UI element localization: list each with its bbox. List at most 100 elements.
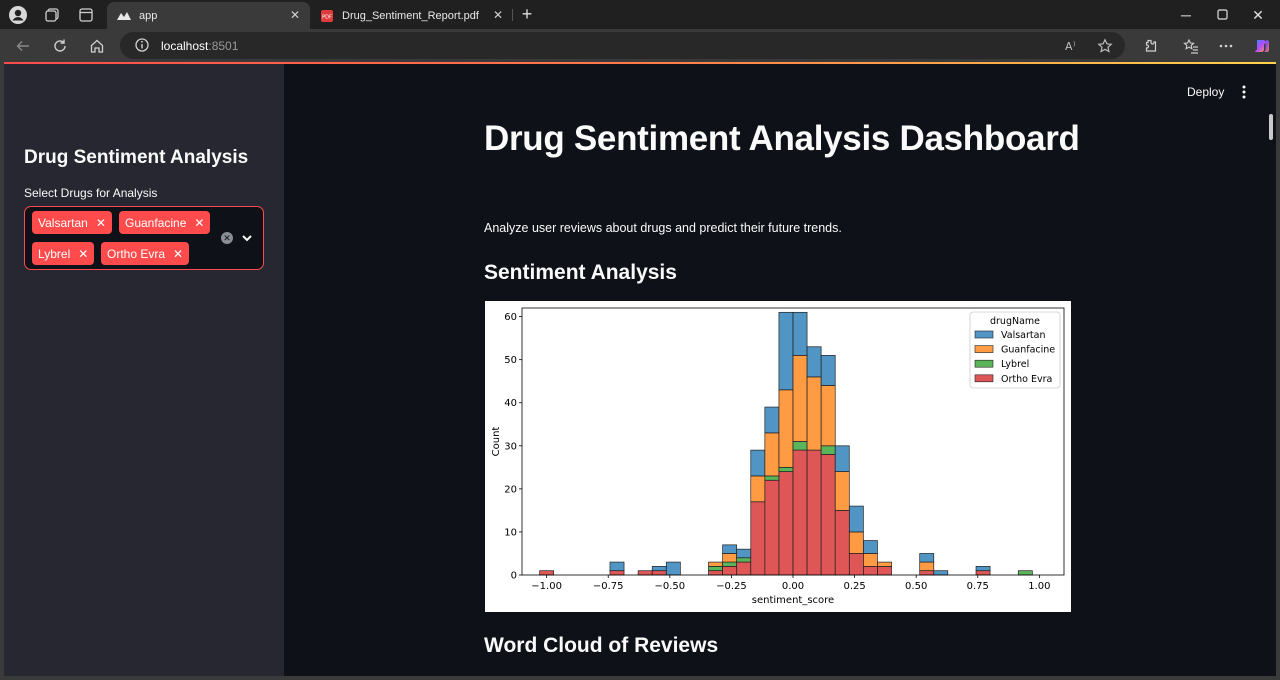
bar-ortho-evra (539, 570, 555, 576)
chip-label: Lybrel (38, 246, 71, 261)
bar-guanfacine (708, 561, 723, 567)
x-tick-label: 0.00 (782, 581, 804, 592)
bar-lybrel (708, 566, 723, 572)
chip-label: Guanfacine (125, 215, 187, 230)
bar-ortho-evra (792, 449, 808, 576)
bar-guanfacine (848, 531, 864, 554)
bar-ortho-evra (863, 566, 878, 576)
sentiment-heading: Sentiment Analysis (484, 261, 677, 284)
chip-valsartan[interactable]: Valsartan ✕ (32, 211, 112, 234)
url-text: localhost:8501 (161, 39, 238, 53)
remove-chip-icon[interactable]: ✕ (78, 246, 89, 261)
legend-title: drugName (990, 316, 1040, 327)
main-menu-icon[interactable] (1239, 84, 1249, 100)
remove-chip-icon[interactable]: ✕ (194, 215, 205, 230)
bar-ortho-evra (722, 566, 738, 576)
y-tick-label: 10 (504, 527, 517, 538)
bar-valsartan (764, 406, 780, 434)
remove-chip-icon[interactable]: ✕ (173, 246, 184, 261)
x-tick-label: 0.25 (843, 581, 865, 592)
bar-lybrel (736, 557, 752, 563)
bar-lybrel (778, 466, 794, 472)
y-tick-label: 30 (504, 441, 517, 452)
scrollbar[interactable] (1269, 114, 1273, 140)
url-port: :8501 (208, 39, 239, 53)
chevron-down-icon[interactable] (240, 231, 254, 245)
chip-guanfacine[interactable]: Guanfacine ✕ (119, 211, 211, 234)
x-axis-label: sentiment_score (752, 595, 834, 606)
url-host: localhost (161, 39, 209, 53)
close-tab-icon[interactable]: ✕ (492, 8, 504, 22)
tab-separator (512, 9, 513, 21)
tab-pdf[interactable]: PDF Drug_Sentiment_Report.pdf ✕ (310, 2, 513, 29)
bar-valsartan (651, 566, 667, 572)
more-options-icon[interactable] (1215, 35, 1237, 57)
drug-multiselect[interactable]: Valsartan ✕ Guanfacine ✕ Lybrel ✕ Ortho Evr… (24, 206, 264, 270)
refresh-icon[interactable] (49, 35, 71, 57)
extensions-icon[interactable] (1139, 35, 1161, 57)
favorite-star-icon[interactable] (1096, 37, 1114, 55)
wordcloud-heading: Word Cloud of Reviews (484, 634, 719, 657)
sidebar-title: Drug Sentiment Analysis (24, 147, 249, 168)
bar-ortho-evra (736, 561, 752, 576)
site-info-icon[interactable] (134, 37, 150, 53)
sidebar: Drug Sentiment Analysis Select Drugs for… (4, 64, 284, 676)
read-aloud-icon[interactable]: A) (1063, 37, 1081, 55)
tab-title: Drug_Sentiment_Report.pdf (342, 9, 479, 22)
svg-text:A: A (1065, 40, 1073, 53)
bar-guanfacine (792, 355, 808, 442)
back-icon[interactable] (12, 35, 34, 57)
bar-lybrel (792, 441, 808, 451)
legend-entry: Valsartan (1001, 330, 1045, 341)
new-tab-icon[interactable]: + (521, 4, 533, 24)
bar-ortho-evra (764, 479, 780, 576)
chip-lybrel[interactable]: Lybrel ✕ (32, 242, 95, 265)
x-tick-label: 0.50 (905, 581, 927, 592)
bar-valsartan (609, 561, 625, 572)
clear-all-icon[interactable]: ✕ (221, 232, 233, 244)
bar-valsartan (750, 449, 766, 477)
url-input[interactable]: localhost:8501 A) (120, 32, 1125, 59)
remove-chip-icon[interactable]: ✕ (95, 215, 106, 230)
histogram-svg: 0 10 20 30 40 50 60 −1.00 −0.75 −0.50 −0.25 0.00 0.2… (491, 307, 1065, 606)
bar-guanfacine (778, 389, 794, 468)
window-border (0, 62, 4, 680)
svg-text:PDF: PDF (322, 14, 332, 20)
deploy-button[interactable]: Deploy (1187, 85, 1225, 99)
close-window-icon[interactable]: ✕ (1252, 7, 1264, 23)
bar-valsartan (792, 311, 808, 356)
chip-ortho-evra[interactable]: Ortho Evra ✕ (101, 242, 190, 265)
profile-icon[interactable] (8, 5, 28, 25)
y-tick-label: 20 (504, 484, 517, 495)
x-tick-label: −1.00 (531, 581, 562, 592)
browser-address-bar: localhost:8501 A) (0, 29, 1280, 62)
x-tick-label: −0.25 (716, 581, 747, 592)
bar-valsartan (736, 548, 752, 559)
workspaces-icon[interactable] (42, 5, 62, 25)
copilot-icon[interactable] (1251, 35, 1273, 57)
legend-entry: Ortho Evra (1001, 374, 1052, 385)
home-icon[interactable] (86, 35, 108, 57)
pdf-icon: PDF (320, 9, 334, 23)
main-content: Deploy Drug Sentiment Analysis Dashboard… (284, 64, 1273, 676)
minimize-icon[interactable]: ─ (1181, 7, 1191, 23)
bar-guanfacine (919, 561, 935, 572)
browser-tab-bar: app ✕ PDF Drug_Sentiment_Report.pdf ✕ + … (0, 0, 1280, 29)
bar-guanfacine (764, 432, 780, 477)
favorites-icon[interactable] (1180, 35, 1202, 57)
close-tab-icon[interactable]: ✕ (289, 8, 301, 22)
bar-valsartan (975, 566, 991, 572)
bar-valsartan (863, 540, 878, 554)
streamlit-logo-icon (117, 9, 131, 23)
maximize-icon[interactable] (1211, 4, 1233, 26)
bar-guanfacine (863, 553, 878, 567)
tab-app[interactable]: app ✕ (107, 2, 310, 29)
legend-swatch (974, 330, 994, 339)
bar-valsartan (722, 544, 738, 554)
tab-actions-icon[interactable] (76, 5, 96, 25)
bar-guanfacine (820, 385, 836, 447)
bar-valsartan (778, 311, 794, 391)
window-border (1276, 62, 1280, 680)
x-tick-label: 0.75 (967, 581, 989, 592)
bar-valsartan (919, 553, 935, 563)
